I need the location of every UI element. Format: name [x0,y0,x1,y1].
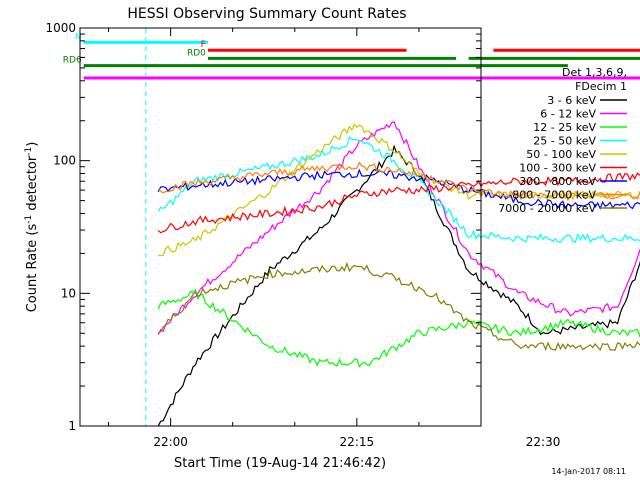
series-line [157,168,640,211]
legend-label: 100 - 300 keV [519,162,596,175]
y-axis-label-sup: -1 [24,215,34,224]
series-lines [157,120,640,427]
legend-label: 3 - 6 keV [547,94,596,107]
y-axis-label-part: Count Rate (s [25,224,40,313]
series-line [157,288,640,368]
legend-label: 6 - 12 keV [540,108,596,121]
series-line [157,161,640,202]
y-axis-label-part: detector [25,155,40,215]
series-line [157,172,640,234]
series-line [157,120,640,336]
legend-label: 7000 - 20000 keV [498,202,596,215]
event-bar-label: N [75,32,82,42]
event-bars: NFRD0RD6A1A0A3 [63,32,640,80]
series-line [157,261,640,352]
y-tick-label: 1 [68,419,76,433]
x-tick-label: 22:15 [340,435,375,449]
chart-title: HESSI Observing Summary Count Rates [127,6,406,22]
y-axis-label-sup: -1 [24,147,34,156]
y-axis-ticks: 1 10 100 1000 [45,21,481,433]
y-tick-label: 1000 [45,21,76,35]
legend-label: 50 - 100 keV [526,148,596,161]
footer-timestamp: 14-Jan-2017 08:11 [551,467,626,476]
legend-label: 800 - 7000 keV [512,189,596,202]
y-axis-label-part: ) [25,142,40,147]
x-axis-label: Start Time (19-Aug-14 21:46:42) [174,456,386,471]
event-bar-label: F [201,40,206,50]
x-tick-label: 22:30 [526,435,561,449]
plot-frame [79,27,482,427]
legend-label: 25 - 50 keV [533,135,596,148]
y-axis-label: Count Rate (s-1 detector-1) [24,142,40,313]
series-line [157,144,640,427]
y-tick-label: 10 [61,286,76,300]
x-tick-label: 22:00 [153,435,188,449]
vertical-markers [145,28,147,426]
legend-title-line2: FDecim 1 [575,80,627,93]
series-line [158,123,640,257]
event-bar-label: RD0 [187,48,206,58]
legend-title-line1: Det 1,3,6,9, [562,66,627,79]
legend-label: 300 - 800 keV [519,175,596,188]
event-bar-label: RD6 [63,56,82,66]
y-tick-label: 100 [53,154,76,168]
legend-label: 12 - 25 keV [533,121,596,134]
series-line [157,135,640,244]
